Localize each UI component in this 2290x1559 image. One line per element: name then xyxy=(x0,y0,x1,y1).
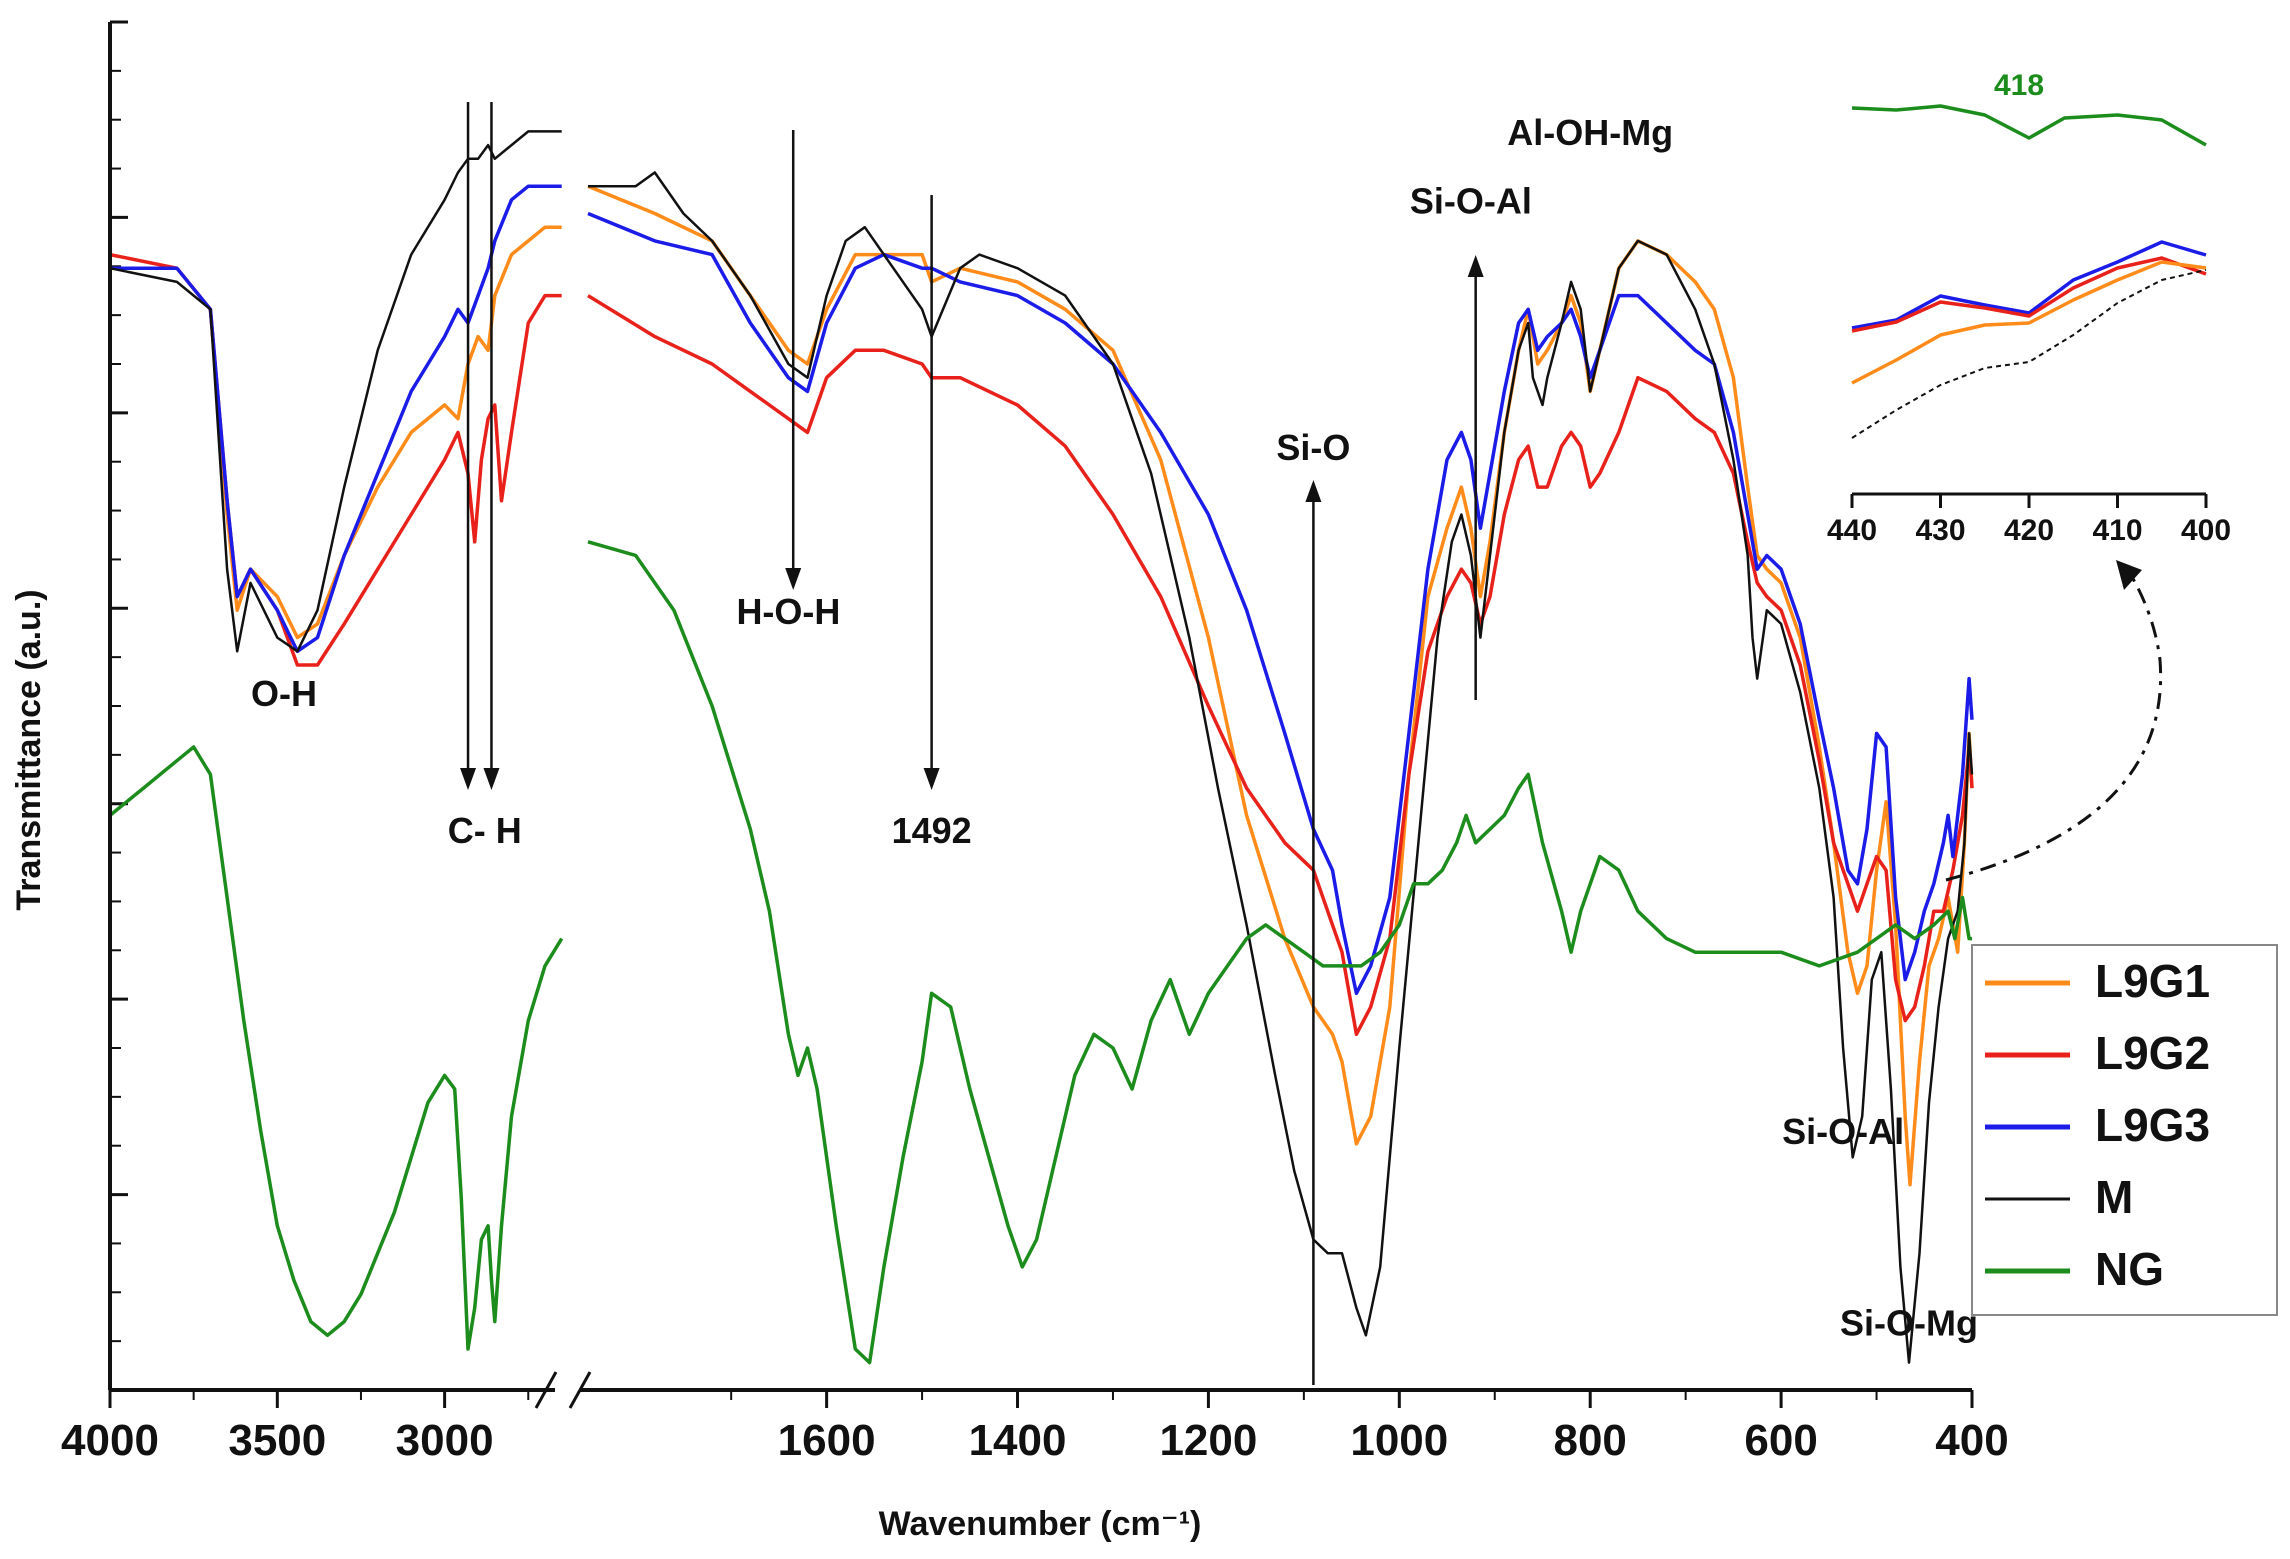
x-tick-label-1000: 1000 xyxy=(1350,1416,1448,1465)
legend-label-l9g1: L9G1 xyxy=(2095,955,2210,1007)
legend: L9G1 L9G2 L9G3 M NG xyxy=(1971,944,2278,1316)
series-line-m-left xyxy=(109,130,562,653)
plot-area: 4000 3500 3000 1600 1400 1200 1000 800 600 400 xyxy=(61,20,2009,1465)
y-axis-ticks xyxy=(110,20,128,1392)
peak-annotations: O-H C- H H-O-H 1492 Si-O Si-O-Al Al-OH-Mg Si-O-… xyxy=(251,112,1978,1343)
series-lines xyxy=(108,130,1974,1365)
x-tick-label-1400: 1400 xyxy=(969,1416,1067,1465)
sioal-arrow-head xyxy=(1467,255,1484,277)
legend-box xyxy=(1971,944,2278,1316)
inset-tick-label-430: 430 xyxy=(1915,514,1965,547)
series-line-l9g3-right xyxy=(587,211,1974,996)
x-tick-label-3500: 3500 xyxy=(228,1416,326,1465)
x-tick-label-4000: 4000 xyxy=(61,1416,159,1465)
hoh-arrow-head xyxy=(785,568,802,590)
series-line-l9g1-right xyxy=(587,184,1974,1187)
inset-tick-label-440: 440 xyxy=(1827,514,1877,547)
annotation-o-h: O-H xyxy=(251,673,317,714)
sio-arrow-head xyxy=(1305,480,1322,502)
y-axis-title: Transmittance (a.u.) xyxy=(10,589,48,910)
x-tick-label-600: 600 xyxy=(1744,1416,1817,1465)
annotation-arrows xyxy=(460,102,1484,1385)
inset-line-l9g3 xyxy=(1851,240,2207,330)
annotation-h-o-h: H-O-H xyxy=(736,591,840,632)
annotation-si-o-al: Si-O-Al xyxy=(1410,181,1532,222)
x-axis-title: Wavenumber (cm⁻¹) xyxy=(879,1505,1202,1543)
annotation-si-o: Si-O xyxy=(1276,427,1350,468)
series-line-ng-left xyxy=(108,745,564,1351)
inset-line-m xyxy=(1851,269,2207,439)
x-tick-label-3000: 3000 xyxy=(396,1416,494,1465)
series-line-l9g3-left xyxy=(110,184,562,654)
x-tick-label-800: 800 xyxy=(1553,1416,1626,1465)
x-tick-label-400: 400 xyxy=(1935,1416,2008,1465)
inset-tick-label-420: 420 xyxy=(2004,514,2054,547)
legend-label-ng: NG xyxy=(2095,1243,2164,1295)
series-line-ng-right xyxy=(587,540,1972,1365)
legend-items: L9G1 L9G2 L9G3 M NG xyxy=(1985,955,2210,1295)
inset-tick-label-400: 400 xyxy=(2181,514,2231,547)
legend-label-m: M xyxy=(2095,1171,2133,1223)
inset-pointer-arrowhead xyxy=(2116,560,2142,590)
series-line-m-right xyxy=(588,171,1974,1364)
inset-line-ng xyxy=(1851,104,2207,147)
annotation-c-h: C- H xyxy=(448,810,522,851)
inset-x-ticks: 440 430 420 410 400 xyxy=(1827,494,2231,547)
ch-arrow-2-head xyxy=(483,768,500,790)
axis-break-marks xyxy=(534,1371,592,1409)
inset: 440 430 420 410 400 418 xyxy=(1827,69,2231,882)
inset-lines xyxy=(1851,104,2207,439)
series-line-l9g2-right xyxy=(587,294,1974,1037)
legend-label-l9g3: L9G3 xyxy=(2095,1099,2210,1151)
annotation-1492: 1492 xyxy=(892,810,972,851)
annotation-si-o-mg: Si-O-Mg xyxy=(1840,1302,1978,1343)
x-axis-ticks: 4000 3500 3000 1600 1400 1200 1000 800 600 400 xyxy=(61,1390,2009,1465)
ch-arrow-1-head xyxy=(460,768,477,790)
inset-line-l9g2 xyxy=(1851,256,2207,333)
inset-tick-label-410: 410 xyxy=(2092,514,2142,547)
annotation-al-oh-mg: Al-OH-Mg xyxy=(1507,112,1673,153)
inset-pointer-arrow xyxy=(1945,569,2163,882)
legend-label-l9g2: L9G2 xyxy=(2095,1027,2210,1079)
annotation-si-o-al: Si-O-Al xyxy=(1782,1111,1904,1152)
arrow-1492-head xyxy=(923,768,940,790)
x-tick-label-1200: 1200 xyxy=(1159,1416,1257,1465)
inset-peak-label: 418 xyxy=(1994,69,2044,102)
x-tick-label-1600: 1600 xyxy=(778,1416,876,1465)
inset-line-l9g1 xyxy=(1851,260,2207,385)
